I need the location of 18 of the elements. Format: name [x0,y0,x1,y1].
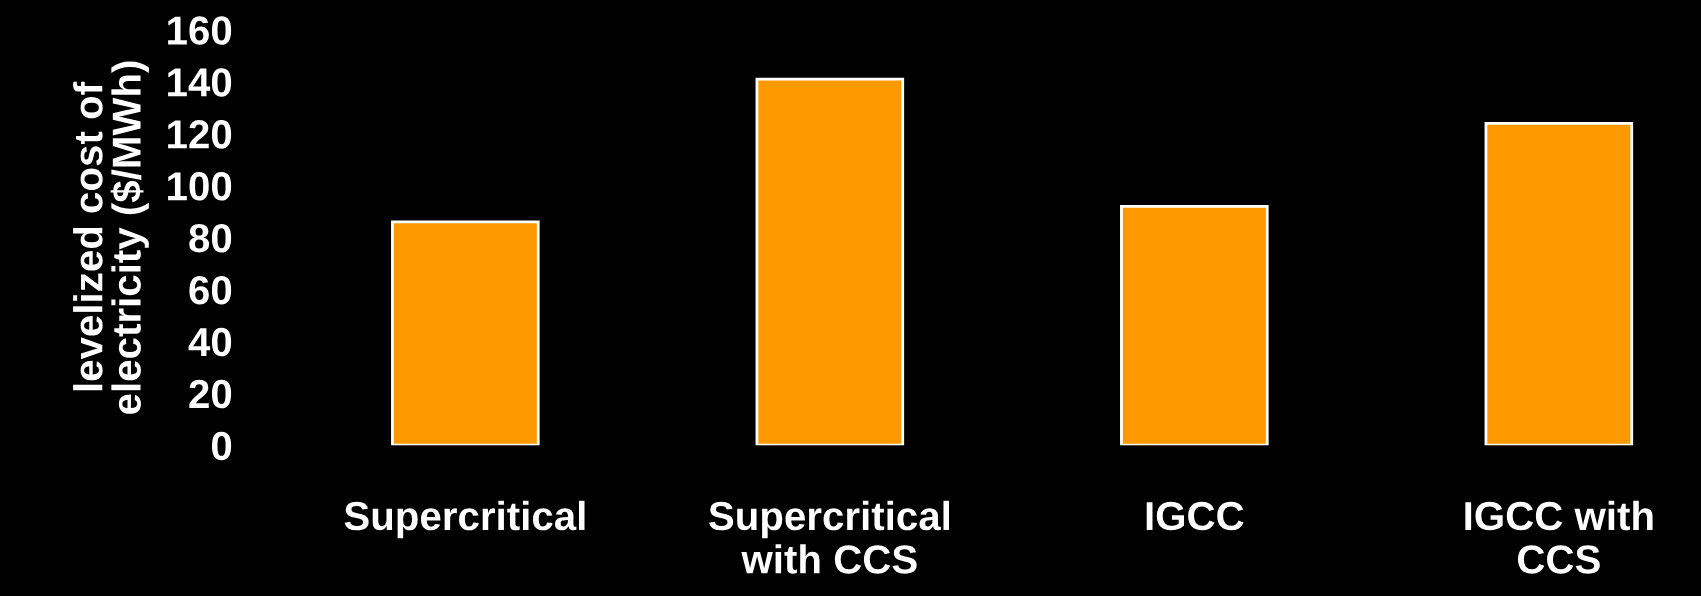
y-tick-label: 120 [168,120,232,149]
y-tick-label: 140 [168,68,232,97]
y-tick-label: 0 [211,431,232,461]
y-tick-label: 60 [189,275,232,305]
x-tick-label: IGCC [1146,501,1244,531]
x-tick-label: IGCC with CCS [1465,500,1653,574]
y-tick-label: 20 [189,379,232,409]
bar [755,77,905,446]
y-tick-label: 100 [168,172,232,201]
bar [1120,204,1269,446]
y-axis-title: levelized cost of electricity ($/MWh) [73,61,149,414]
y-tick-label: 40 [188,327,232,357]
x-tick-label: Supercritical [344,500,585,539]
bar [1484,121,1634,446]
x-tick-label: Supercritical with CCS [709,500,949,574]
y-tick-label: 80 [189,223,232,253]
bar [391,220,540,446]
y-tick-label: 160 [168,16,232,45]
